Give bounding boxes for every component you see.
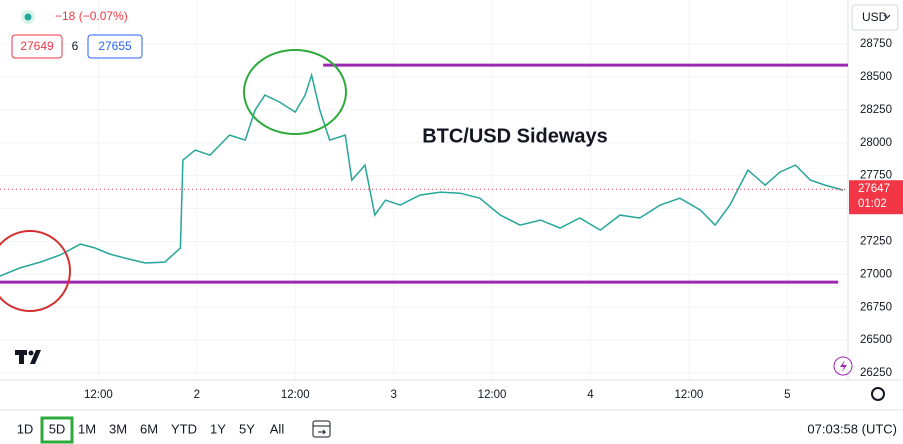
highlight-circle [243,49,347,135]
range-selected [40,416,74,444]
x-tick-label: 12:00 [84,389,113,401]
status-dot [24,13,32,21]
spread: 6 [72,39,79,53]
range-button[interactable]: YTD [171,421,197,436]
change: −18 (−0.07%) [55,9,128,23]
y-tick-label: 27250 [860,235,892,247]
y-tick-label: 26250 [860,367,892,379]
y-tick-label: 27750 [860,170,892,182]
toolbar: 1D 5D 1M 3M 6M YTD 1Y 5Y All [17,416,285,444]
last-price-tag [849,180,903,215]
price-line [0,72,844,277]
x-tick-label: 5 [784,389,790,401]
calendar-icon[interactable] [312,420,331,438]
y-tick-label: 26500 [860,334,892,346]
x-tick-label: 12:00 [675,389,704,401]
clock: 07:03:58 (UTC) [807,421,897,436]
countdown: 01:02 [858,198,887,210]
currency-box[interactable] [851,4,899,31]
y-tick-label: 28750 [860,38,892,50]
bid: 27649 [20,39,54,53]
ask-box[interactable] [87,34,143,59]
dropdown-arrow [883,14,891,19]
plot [0,63,848,284]
grid [0,0,848,380]
bid-box[interactable] [11,34,63,59]
y-tick-label: 28250 [860,104,892,116]
y-tick-label: 28000 [860,137,892,149]
x-tick-label: 12:00 [281,389,310,401]
y-tick-label: 27000 [860,268,892,280]
x-tick-label: 12:00 [478,389,507,401]
settings-icon[interactable] [871,387,885,401]
range-button[interactable]: 1D [17,421,34,436]
x-tick-label: 2 [194,389,200,401]
range-button[interactable]: All [270,421,285,436]
lightning-icon [840,360,847,372]
currency: USD [862,10,888,24]
range-button[interactable]: 6M [140,421,158,436]
y-tick-label: 26750 [860,301,892,313]
last-price-label: 27647 [858,183,890,195]
range-button[interactable]: 5D [49,421,66,436]
y-tick-label: 28500 [860,71,892,83]
range-button[interactable]: 5Y [239,421,255,436]
range-button[interactable]: 1Y [210,421,226,436]
range-button[interactable]: 1M [78,421,96,436]
ask: 27655 [98,39,132,53]
logo [15,350,41,364]
x-tick-label: 4 [587,389,594,401]
x-tick-label: 3 [390,389,396,401]
annotation: BTC/USD Sideways [422,125,608,147]
range-button[interactable]: 3M [109,421,127,436]
highlight-circle [0,230,71,312]
